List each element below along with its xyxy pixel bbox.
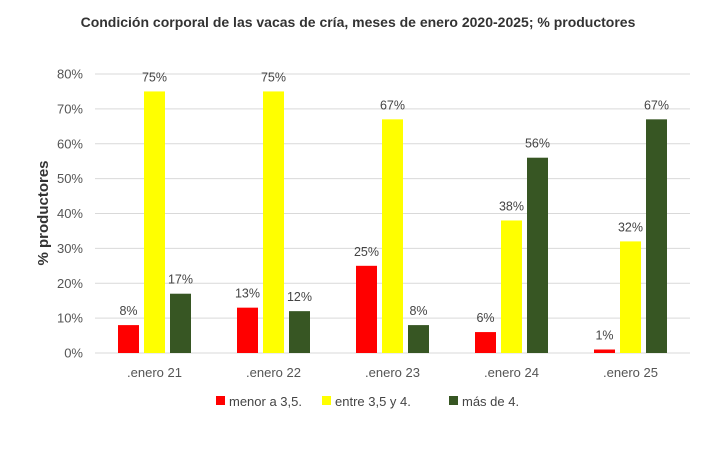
y-axis-ticks: 0% 10% 20% 30% 40% 50% 60% 70% 80% bbox=[57, 67, 83, 361]
x-tick-label: .enero 22 bbox=[246, 365, 301, 380]
data-label: 17% bbox=[168, 273, 193, 287]
chart-title: Condición corporal de las vacas de cría,… bbox=[81, 14, 636, 30]
y-axis-label: % productores bbox=[35, 160, 52, 265]
data-label: 56% bbox=[525, 137, 550, 151]
legend-label: menor a 3,5. bbox=[229, 394, 302, 409]
data-label: 13% bbox=[235, 287, 260, 301]
bar bbox=[382, 119, 403, 354]
y-tick-label: 30% bbox=[57, 241, 83, 256]
bar bbox=[475, 332, 496, 353]
bar bbox=[594, 349, 615, 353]
bar bbox=[289, 311, 310, 353]
x-tick-label: .enero 25 bbox=[603, 365, 658, 380]
x-tick-label: .enero 23 bbox=[365, 365, 420, 380]
bar bbox=[527, 157, 548, 353]
bar bbox=[118, 325, 139, 353]
x-axis-ticks: .enero 21 .enero 22 .enero 23 .enero 24 .ene… bbox=[127, 365, 658, 380]
bar bbox=[144, 91, 165, 353]
bar bbox=[646, 119, 667, 354]
legend-swatch bbox=[322, 396, 331, 405]
legend-label: más de 4. bbox=[462, 394, 519, 409]
bar bbox=[408, 325, 429, 353]
y-tick-label: 50% bbox=[57, 171, 83, 186]
x-tick-label: .enero 21 bbox=[127, 365, 182, 380]
data-label: 67% bbox=[380, 98, 405, 112]
data-label: 8% bbox=[409, 304, 427, 318]
legend: menor a 3,5. entre 3,5 y 4. más de 4. bbox=[216, 394, 519, 409]
y-tick-label: 20% bbox=[57, 276, 83, 291]
bar bbox=[170, 293, 191, 353]
bar bbox=[501, 220, 522, 353]
data-label: 38% bbox=[499, 199, 524, 213]
y-tick-label: 70% bbox=[57, 101, 83, 116]
y-tick-label: 60% bbox=[57, 136, 83, 151]
data-label: 1% bbox=[595, 329, 613, 343]
x-tick-label: .enero 24 bbox=[484, 365, 539, 380]
legend-label: entre 3,5 y 4. bbox=[335, 394, 411, 409]
bar bbox=[263, 91, 284, 353]
bar bbox=[356, 265, 377, 353]
data-labels: 8% 75% 17% 13% 75% 12% 25% 67% 8% 6% 38% 56% 1% 32% 67… bbox=[119, 70, 669, 342]
data-label: 32% bbox=[618, 220, 643, 234]
legend-swatch bbox=[449, 396, 458, 405]
legend-swatch bbox=[216, 396, 225, 405]
data-label: 75% bbox=[142, 70, 167, 84]
bar bbox=[620, 241, 641, 353]
data-label: 12% bbox=[287, 290, 312, 304]
data-label: 25% bbox=[354, 245, 379, 259]
y-tick-label: 10% bbox=[57, 311, 83, 326]
bar bbox=[237, 307, 258, 353]
data-label: 6% bbox=[476, 311, 494, 325]
data-label: 8% bbox=[119, 304, 137, 318]
y-tick-label: 40% bbox=[57, 206, 83, 221]
y-tick-label: 0% bbox=[64, 346, 83, 361]
y-tick-label: 80% bbox=[57, 67, 83, 82]
data-label: 75% bbox=[261, 70, 286, 84]
data-label: 67% bbox=[644, 98, 669, 112]
bars bbox=[118, 91, 667, 354]
